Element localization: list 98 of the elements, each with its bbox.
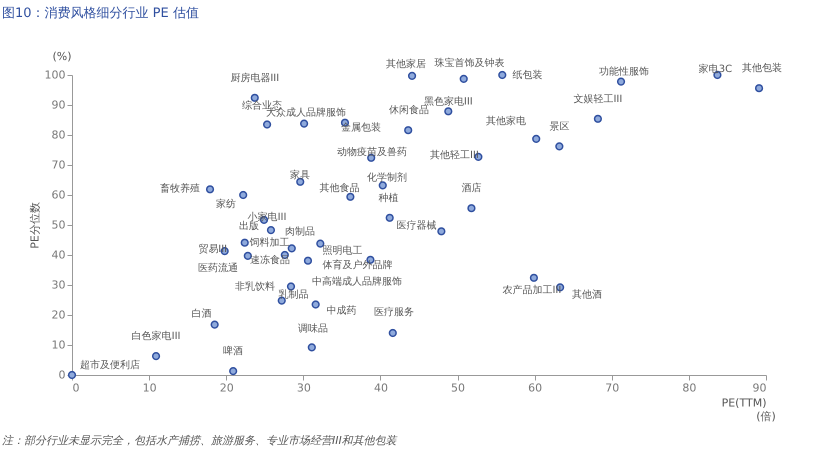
point bbox=[754, 84, 764, 92]
y-tick-label: 100 bbox=[44, 68, 66, 82]
x-tick-label: 60 bbox=[528, 382, 542, 394]
data-label: 其他包装 bbox=[742, 62, 782, 74]
text: 注：部分行业未显示完全，包括水产捕捞、旅游服务、专业市场经营III和其他包装 bbox=[2, 434, 398, 447]
data-label: 体育及户外品牌 bbox=[322, 258, 392, 271]
y-tick-label: 70 bbox=[52, 158, 66, 172]
data-label: 珠宝首饰及钟表 bbox=[434, 56, 505, 69]
y-tick-label: 90 bbox=[52, 98, 66, 112]
data-label: 酒店 bbox=[461, 182, 482, 194]
point bbox=[555, 142, 564, 150]
x-tick-label: 30 bbox=[296, 382, 311, 394]
x-tick-label: 10 bbox=[142, 382, 157, 394]
data-label: 其他家居 bbox=[386, 58, 426, 70]
data-label: 农产品加工III bbox=[502, 284, 562, 296]
chart-title: 图10：消费风格细分行业 PE 估值 bbox=[2, 6, 199, 21]
data-label: 金属包装 bbox=[340, 122, 381, 134]
point bbox=[152, 352, 160, 360]
data-label: 超市及便利店 bbox=[80, 359, 140, 371]
data-label: 饲料加工 bbox=[248, 236, 290, 249]
point bbox=[346, 192, 354, 201]
data-label: 厨房电器III bbox=[230, 72, 280, 84]
point bbox=[240, 238, 249, 247]
data-label: 家电3C bbox=[698, 63, 732, 75]
point bbox=[304, 256, 312, 265]
x-tick-label: 0 bbox=[72, 382, 80, 394]
data-label: 家纺 bbox=[216, 198, 236, 210]
point bbox=[300, 120, 308, 128]
point bbox=[467, 204, 476, 212]
x-tick-label: 20 bbox=[220, 382, 234, 394]
data-label: 医药流通 bbox=[198, 262, 238, 274]
data-label: 医疗器械 bbox=[396, 219, 436, 232]
data-label: 畜牧养殖 bbox=[160, 182, 200, 194]
point bbox=[262, 120, 272, 129]
point bbox=[388, 328, 397, 338]
y-axis-title: PE分位数 bbox=[28, 202, 42, 249]
point bbox=[386, 214, 394, 222]
data-label: 医疗服务 bbox=[374, 306, 414, 318]
y-tick-label: 0 bbox=[58, 368, 66, 382]
point bbox=[229, 367, 238, 376]
data-label: 其他家电 bbox=[486, 114, 526, 127]
data-label: 中成药 bbox=[326, 304, 357, 316]
point bbox=[210, 320, 219, 329]
data-label: 照明电工 bbox=[322, 244, 362, 257]
data-label: 肉制品 bbox=[284, 225, 315, 238]
y-tick-label: 30 bbox=[52, 278, 66, 292]
data-label: 种植 bbox=[378, 192, 399, 204]
data-label: 小家电III bbox=[248, 210, 286, 223]
data-label: 动物疫苗及兽药 bbox=[337, 146, 408, 158]
point bbox=[316, 240, 324, 248]
x-tick-label: 90 bbox=[752, 382, 766, 394]
data-label: 其他酒 bbox=[572, 288, 602, 300]
point bbox=[308, 343, 316, 352]
y-tick-label: 20 bbox=[52, 308, 66, 322]
point bbox=[206, 185, 214, 194]
point bbox=[266, 226, 276, 234]
data-label: 其他食品 bbox=[319, 182, 360, 194]
data-label: 功能性服饰 bbox=[599, 66, 650, 78]
point bbox=[404, 126, 412, 134]
point bbox=[437, 227, 446, 236]
y-tick-label: 80 bbox=[52, 128, 66, 142]
data-label: 非乳饮料 bbox=[234, 280, 275, 292]
data-label: 白酒 bbox=[192, 308, 212, 320]
x-tick-label: 80 bbox=[682, 382, 696, 394]
point bbox=[239, 190, 248, 200]
data-label: 贸易III bbox=[198, 243, 228, 256]
data-label: 家具 bbox=[290, 168, 310, 181]
y-tick-label: 50 bbox=[52, 218, 66, 232]
x-tick-label: 40 bbox=[374, 382, 388, 394]
data-label: 速冻食品 bbox=[250, 254, 290, 266]
data-label: 文娱轻工III bbox=[573, 92, 622, 105]
data-label: 出版 bbox=[238, 220, 259, 232]
point bbox=[498, 70, 506, 80]
y-tick-label: 60 bbox=[52, 188, 66, 202]
y-tick-label: 10 bbox=[52, 338, 66, 352]
data-label: 啤酒 bbox=[223, 345, 244, 358]
data-label: 乳制品 bbox=[278, 288, 309, 301]
point bbox=[312, 300, 320, 309]
point bbox=[408, 72, 416, 80]
point bbox=[530, 274, 538, 282]
x-tick-label: 50 bbox=[451, 382, 466, 394]
y-tick-label: 40 bbox=[52, 248, 66, 262]
text: (倍) bbox=[756, 410, 776, 423]
x-axis-title: PE(TTM) bbox=[722, 396, 766, 410]
point bbox=[616, 78, 626, 86]
x-tick-label: 70 bbox=[605, 382, 620, 394]
data-label: 纸包装 bbox=[512, 69, 542, 81]
point bbox=[444, 107, 452, 116]
point bbox=[460, 74, 468, 83]
data-label: 调味品 bbox=[298, 322, 328, 334]
point bbox=[532, 134, 540, 143]
data-label: 化学制剂 bbox=[366, 171, 407, 184]
data-label: 白色家电III bbox=[132, 330, 180, 342]
text: (%) bbox=[52, 50, 72, 63]
data-label: 景区 bbox=[549, 120, 570, 132]
point bbox=[594, 114, 602, 123]
point bbox=[288, 244, 296, 252]
data-label: 中高端成人品牌服饰 bbox=[312, 276, 402, 288]
